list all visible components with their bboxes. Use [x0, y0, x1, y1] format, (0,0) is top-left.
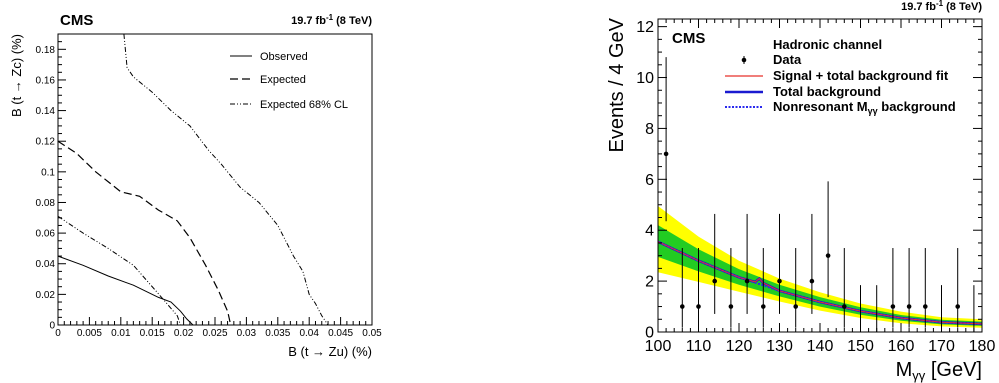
legend-total: Total background: [773, 84, 881, 99]
right-curves: [657, 240, 983, 326]
left-y-ticks: 0 0.02 0.04 0.06 0.08 0.1 0.12 0.14 0.16 0.18: [36, 41, 66, 332]
left-x-tick-label: 0: [55, 328, 61, 339]
left-x-ticks: 0 0.005 0.01 0.015 0.02 0.025 0.03 0.035 0.04 0.0…: [55, 317, 382, 339]
right-y-tick-label: 8: [645, 121, 654, 138]
data-point: [761, 304, 766, 309]
data-point: [663, 151, 669, 157]
data-point: [744, 278, 750, 284]
data-point: [825, 253, 831, 258]
right-plot-frame: [657, 18, 983, 333]
right-legend: Hadronic channel Data Signal + total bac…: [725, 37, 956, 116]
right-x-tick-label: 100: [645, 338, 672, 355]
left-y-tick-label: 0.06: [36, 229, 56, 240]
right-y-tick-label: 0: [645, 325, 654, 342]
data-point: [793, 304, 798, 309]
right-x-axis-label: Mγγ [GeV]: [896, 359, 982, 383]
right-x-tick-label: 120: [726, 338, 753, 355]
left-curve-expected-68-cl: [57, 215, 181, 326]
right-y-ticks: 0 2 4 6 8 10 12: [636, 19, 982, 342]
right-lumi-label: 19.7 fb-1 (8 TeV): [901, 0, 982, 13]
right-x-tick-label: 170: [928, 338, 955, 355]
legend-expected: Expected: [260, 74, 306, 86]
left-x-tick-label: 0.01: [111, 328, 131, 339]
left-x-tick-label: 0.045: [328, 328, 353, 339]
right-x-tick-label: 180: [969, 338, 996, 355]
right-data-points: [663, 57, 975, 332]
left-y-tick-label: 0.08: [36, 198, 56, 209]
left-y-tick-label: 0.14: [36, 106, 56, 117]
curve-signal-plus-background: [657, 241, 983, 325]
left-y-tick-label: 0.04: [36, 259, 56, 270]
left-curve-expected-68-cl: [123, 33, 329, 326]
data-point: [680, 304, 685, 309]
left-curves: [57, 33, 329, 326]
right-y-tick-label: 10: [636, 70, 654, 87]
left-y-tick-label: 0.16: [36, 75, 56, 86]
legend-observed: Observed: [260, 51, 308, 63]
left-y-tick-label: 0.12: [36, 137, 56, 148]
left-y-axis-label: B (t → Zc) (%): [9, 34, 24, 117]
right-y-axis-label: Events / 4 GeV: [606, 17, 628, 152]
data-point: [890, 304, 896, 309]
left-lumi-label: 19.7 fb-1 (8 TeV): [291, 13, 372, 27]
data-point: [712, 278, 717, 284]
right-x-ticks: 100 110 120 130 140 150 160 170 180: [645, 19, 996, 355]
right-uncertainty-bands: [658, 206, 982, 328]
left-curve-observed: [57, 255, 194, 326]
data-point: [777, 278, 782, 284]
left-x-tick-label: 0.005: [77, 328, 102, 339]
data-point: [906, 304, 912, 309]
data-point: [809, 278, 815, 284]
left-x-tick-label: 0.03: [237, 328, 257, 339]
legend-nonres: Nonresonant Mγγ background: [773, 99, 956, 116]
left-y-tick-label: 0.02: [36, 290, 56, 301]
data-point: [923, 304, 928, 309]
left-x-axis-label: B (t → Zu) (%): [288, 344, 372, 359]
legend-channel: Hadronic channel: [773, 37, 882, 52]
data-point: [842, 304, 847, 309]
right-y-tick-label: 2: [645, 274, 654, 291]
legend-data: Data: [773, 52, 802, 67]
left-x-tick-label: 0.025: [202, 328, 227, 339]
left-curve-expected: [57, 140, 232, 326]
left-y-tick-label: 0: [49, 321, 55, 332]
right-y-tick-label: 6: [645, 172, 654, 189]
right-x-tick-label: 140: [807, 338, 834, 355]
left-cms-label: CMS: [60, 12, 93, 29]
right-cms-label: CMS: [672, 30, 705, 47]
right-x-tick-label: 160: [888, 338, 915, 355]
legend-data-marker: [741, 57, 747, 63]
legend-expected68: Expected 68% CL: [260, 99, 348, 111]
band-1sigma: [658, 225, 982, 326]
legend-signal: Signal + total background fit: [773, 68, 949, 83]
right-x-tick-label: 130: [766, 338, 793, 355]
right-x-tick-label: 110: [686, 338, 712, 355]
right-y-tick-label: 4: [645, 223, 654, 240]
left-x-tick-label: 0.02: [174, 328, 194, 339]
right-x-tick-label: 150: [847, 338, 874, 355]
left-x-tick-label: 0.05: [362, 328, 382, 339]
right-y-tick-label: 12: [636, 19, 654, 36]
left-y-tick-label: 0.1: [41, 167, 55, 178]
left-legend: Observed Expected Expected 68% CL: [230, 51, 348, 111]
left-y-tick-label: 0.18: [36, 45, 56, 56]
right-panel: 19.7 fb-1 (8 TeV) 100 110 120 130 140 150 160 1…: [606, 0, 995, 383]
left-x-tick-label: 0.035: [265, 328, 290, 339]
data-point: [696, 304, 701, 309]
data-point: [955, 304, 960, 309]
left-x-tick-label: 0.015: [140, 328, 165, 339]
left-panel: CMS 19.7 fb-1 (8 TeV) 0 0.005 0.01 0.015 0.0…: [9, 12, 382, 359]
data-point: [728, 304, 734, 309]
left-x-tick-label: 0.04: [299, 328, 319, 339]
